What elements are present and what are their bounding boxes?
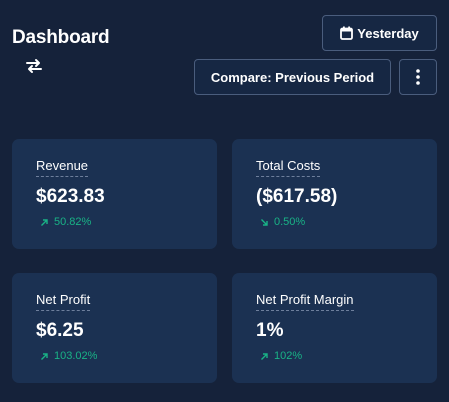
metric-change: 103.02%: [40, 350, 97, 362]
metric-card-revenue[interactable]: Revenue $623.83 50.82%: [12, 139, 217, 249]
metric-value: $623.83: [36, 186, 105, 207]
arrow-down-right-icon: [260, 218, 269, 227]
arrow-up-right-icon: [40, 352, 49, 361]
metric-value: ($617.58): [256, 186, 338, 207]
more-options-button[interactable]: [399, 59, 437, 95]
metric-value: $6.25: [36, 320, 84, 341]
metric-change-value: 0.50%: [274, 216, 306, 228]
more-vertical-icon: [416, 69, 420, 85]
metric-label[interactable]: Net Profit Margin: [256, 292, 354, 311]
page-title: Dashboard: [12, 27, 110, 48]
arrow-up-right-icon: [40, 218, 49, 227]
metric-change-value: 50.82%: [54, 216, 92, 228]
metric-change: 102%: [260, 350, 302, 362]
date-range-label: Yesterday: [357, 25, 419, 41]
metric-change-value: 102%: [274, 350, 303, 362]
metric-change: 0.50%: [260, 216, 305, 228]
calendar-icon: [340, 26, 354, 40]
metric-change-value: 103.02%: [54, 350, 98, 362]
date-range-button[interactable]: Yesterday: [322, 15, 437, 51]
swap-arrows-icon[interactable]: [25, 58, 43, 74]
metric-change: 50.82%: [40, 216, 91, 228]
metric-label[interactable]: Revenue: [36, 158, 89, 177]
compare-label: Compare: Previous Period: [210, 69, 375, 85]
metric-label[interactable]: Net Profit: [36, 292, 91, 311]
metric-card-total-costs[interactable]: Total Costs ($617.58) 0.50%: [232, 139, 437, 249]
metric-card-net-profit-margin[interactable]: Net Profit Margin 1% 102%: [232, 273, 437, 383]
metric-value: 1%: [256, 320, 284, 341]
metric-card-net-profit[interactable]: Net Profit $6.25 103.02%: [12, 273, 217, 383]
compare-button[interactable]: Compare: Previous Period: [194, 59, 391, 95]
arrow-up-right-icon: [260, 352, 269, 361]
metric-label[interactable]: Total Costs: [256, 158, 321, 177]
